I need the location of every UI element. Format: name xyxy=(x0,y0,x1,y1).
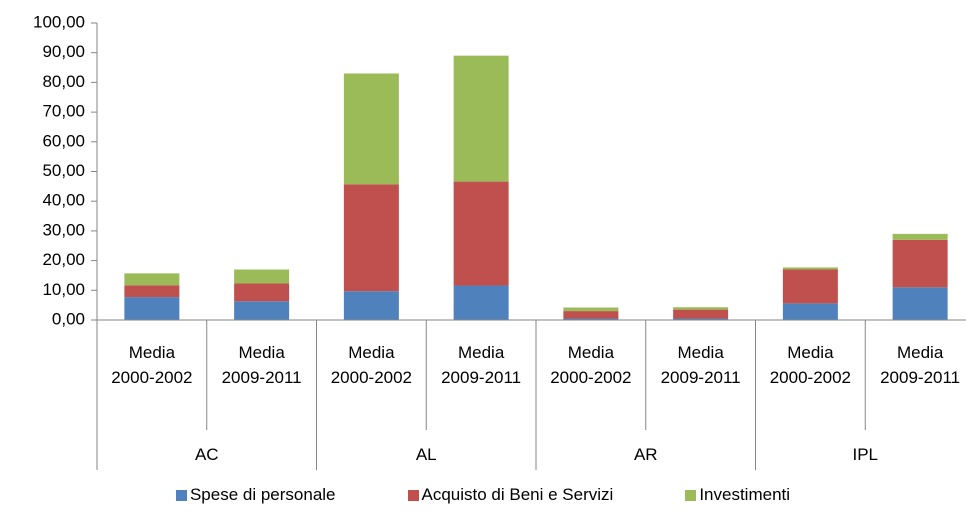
legend-label: Investimenti xyxy=(699,485,791,504)
bar-segment xyxy=(782,269,838,304)
x-tick-label: Media 2000-2002 xyxy=(330,343,413,387)
legend-swatch xyxy=(175,489,187,501)
y-tick-label: 10,00 xyxy=(42,280,85,299)
y-tick-label: 70,00 xyxy=(42,102,85,121)
y-tick-label: 80,00 xyxy=(42,72,85,91)
bar-segment xyxy=(782,267,838,270)
group-label: IPL xyxy=(852,445,879,464)
x-tick-label: Media 2009-2011 xyxy=(880,343,961,387)
bar-segment xyxy=(453,55,509,182)
x-tick-label: Media 2009-2011 xyxy=(660,343,741,387)
bar-segment xyxy=(563,311,619,319)
y-tick-label: 90,00 xyxy=(42,42,85,61)
bar-segment xyxy=(124,297,180,320)
y-tick-label: 0,00 xyxy=(52,309,85,328)
legend-item: Investimenti xyxy=(685,485,790,505)
bar-segment xyxy=(892,239,948,288)
y-tick-label: 100,00 xyxy=(33,12,85,31)
legend: Spese di personale Acquisto di Beni e Ser… xyxy=(0,485,966,505)
legend-label: Acquisto di Beni e Servizi xyxy=(421,485,614,504)
x-tick-label: Media 2000-2002 xyxy=(769,343,852,387)
bar-segment xyxy=(892,233,948,240)
bar-segment xyxy=(673,307,729,310)
y-tick-label: 40,00 xyxy=(42,191,85,210)
bar-segment xyxy=(343,73,399,185)
y-tick-label: 30,00 xyxy=(42,220,85,239)
group-label: AC xyxy=(194,445,219,464)
bar-segment xyxy=(563,318,619,320)
y-tick-label: 50,00 xyxy=(42,161,85,180)
bar-segment xyxy=(563,307,619,312)
bar-segment xyxy=(124,273,180,286)
x-tick-label: Media 2009-2011 xyxy=(441,343,522,387)
y-tick-label: 60,00 xyxy=(42,131,85,150)
bar-segment xyxy=(234,301,290,320)
group-label: AR xyxy=(633,445,658,464)
bar-segment xyxy=(124,285,180,298)
bar-segment xyxy=(234,283,290,302)
x-tick-label: Media 2000-2002 xyxy=(550,343,632,387)
legend-item: Spese di personale xyxy=(175,485,336,505)
x-tick-label: Media 2000-2002 xyxy=(111,343,193,387)
bar-segment xyxy=(673,309,729,319)
bar-segment xyxy=(453,285,509,320)
bar-segment xyxy=(673,318,729,320)
legend-swatch xyxy=(407,489,419,501)
bar-segment xyxy=(234,269,290,284)
x-tick-label: Media 2009-2011 xyxy=(221,343,302,387)
bar-segment xyxy=(343,291,399,320)
y-tick-label: 20,00 xyxy=(42,250,85,269)
bar-segment xyxy=(782,303,838,320)
bar-segment xyxy=(453,181,509,286)
legend-label: Spese di personale xyxy=(189,485,336,504)
legend-item: Acquisto di Beni e Servizi xyxy=(407,485,614,505)
group-label: AL xyxy=(415,445,437,464)
bar-segment xyxy=(343,184,399,292)
bar-segment xyxy=(892,287,948,320)
legend-swatch xyxy=(685,489,697,501)
